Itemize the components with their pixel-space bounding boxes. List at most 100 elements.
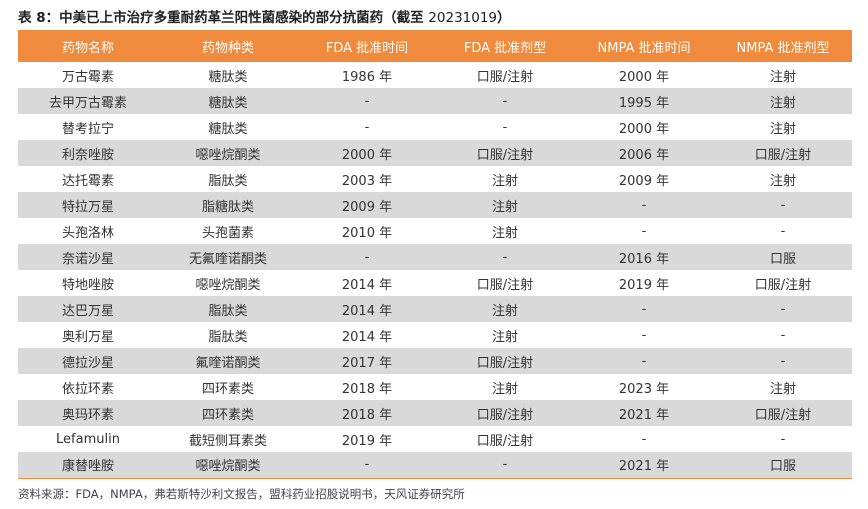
cell-fda-date: - [298,452,436,479]
cell-nmpa-form: - [714,218,852,244]
cell-drug-name: 达巴万星 [18,296,158,322]
cell-fda-form: 注射 [436,218,574,244]
header-drug-name: 药物名称 [18,30,158,62]
table-body: 万古霉素 糖肽类 1986 年口服/注射 2000 年注射 去甲万古霉素 糖肽类 - -199… [18,62,852,479]
cell-nmpa-date: 2000 年 [574,62,714,88]
cell-nmpa-date: 2006 年 [574,140,714,166]
cell-drug-class: 脂肽类 [158,166,298,192]
cell-nmpa-date: 2021 年 [574,400,714,426]
cell-drug-name: 万古霉素 [18,62,158,88]
cell-fda-date: 2018 年 [298,400,436,426]
cell-fda-form: - [436,88,574,114]
cell-nmpa-date: - [574,192,714,218]
cell-fda-date: 2014 年 [298,270,436,296]
cell-fda-date: 2009 年 [298,192,436,218]
table-row: 康替唑胺 噁唑烷酮类 - -2021 年口服 [18,452,852,479]
cell-fda-date: 2010 年 [298,218,436,244]
cell-nmpa-form: - [714,348,852,374]
cell-nmpa-date: 2021 年 [574,452,714,479]
cell-nmpa-date: - [574,426,714,452]
cell-fda-form: - [436,114,574,140]
table-row: 奈诺沙星 无氟喹诺酮类 - -2016 年口服 [18,244,852,270]
table-row: 奥玛环素 四环素类 2018 年口服/注射 2021 年口服/注射 [18,400,852,426]
table-row: 德拉沙星 氟喹诺酮类 2017 年口服/注射 - - [18,348,852,374]
caption-date: 20231019 [428,10,498,26]
cell-drug-name: 替考拉宁 [18,114,158,140]
cell-drug-name: 奥玛环素 [18,400,158,426]
cell-fda-form: 注射 [436,166,574,192]
cell-fda-form: 口服/注射 [436,348,574,374]
cell-fda-date: - [298,114,436,140]
cell-nmpa-form: 注射 [714,62,852,88]
cell-fda-form: 注射 [436,322,574,348]
cell-nmpa-form: 注射 [714,374,852,400]
cell-drug-class: 噁唑烷酮类 [158,140,298,166]
cell-fda-form: - [436,244,574,270]
cell-nmpa-date: 2023 年 [574,374,714,400]
cell-fda-date: 2003 年 [298,166,436,192]
antibiotics-table: 药物名称 药物种类 FDA 批准时间 FDA 批准剂型 NMPA 批准时间 NM… [18,30,852,479]
table-row: 头孢洛林 头孢菌素 2010 年注射 - - [18,218,852,244]
cell-nmpa-date: - [574,296,714,322]
cell-fda-date: 2000 年 [298,140,436,166]
cell-drug-class: 截短侧耳素类 [158,426,298,452]
cell-fda-form: 注射 [436,192,574,218]
cell-nmpa-date: - [574,322,714,348]
cell-nmpa-date: 2016 年 [574,244,714,270]
table-row: 特拉万星 脂糖肽类 2009 年注射 - - [18,192,852,218]
cell-nmpa-form: 口服/注射 [714,400,852,426]
cell-fda-date: - [298,244,436,270]
cell-fda-form: 口服/注射 [436,270,574,296]
table-row: 替考拉宁 糖肽类 - -2000 年注射 [18,114,852,140]
cell-nmpa-form: 口服 [714,244,852,270]
cell-drug-name: 利奈唑胺 [18,140,158,166]
table-row: 依拉环素 四环素类 2018 年注射 2023 年注射 [18,374,852,400]
cell-nmpa-date: - [574,218,714,244]
cell-nmpa-date: 2009 年 [574,166,714,192]
cell-drug-class: 噁唑烷酮类 [158,270,298,296]
table-row: Lefamulin 截短侧耳素类 2019 年口服/注射 - - [18,426,852,452]
header-fda-form: FDA 批准剂型 [436,30,574,62]
cell-nmpa-form: 口服/注射 [714,270,852,296]
cell-nmpa-date: 2019 年 [574,270,714,296]
table-header-row: 药物名称 药物种类 FDA 批准时间 FDA 批准剂型 NMPA 批准时间 NM… [18,30,852,62]
cell-drug-name: 奈诺沙星 [18,244,158,270]
cell-drug-class: 糖肽类 [158,114,298,140]
cell-fda-form: 注射 [436,296,574,322]
table-caption: 表 8：中美已上市治疗多重耐药革兰阳性菌感染的部分抗菌药（截至 20231019… [18,7,511,29]
caption-text: 中美已上市治疗多重耐药革兰阳性菌感染的部分抗菌药（截至 [59,10,429,26]
table-row: 去甲万古霉素 糖肽类 - -1995 年注射 [18,88,852,114]
cell-drug-name: 康替唑胺 [18,452,158,479]
caption-prefix: 表 8： [18,10,60,26]
cell-nmpa-form: - [714,296,852,322]
table-row: 达托霉素 脂肽类 2003 年注射 2009 年注射 [18,166,852,192]
header-fda-date: FDA 批准时间 [298,30,436,62]
header-nmpa-date: NMPA 批准时间 [574,30,714,62]
cell-drug-class: 脂肽类 [158,296,298,322]
cell-drug-class: 糖肽类 [158,88,298,114]
cell-fda-form: - [436,452,574,479]
cell-fda-form: 口服/注射 [436,62,574,88]
cell-fda-date: 2018 年 [298,374,436,400]
cell-fda-form: 注射 [436,374,574,400]
cell-drug-name: 奥利万星 [18,322,158,348]
cell-nmpa-form: - [714,192,852,218]
cell-drug-class: 四环素类 [158,400,298,426]
table-row: 利奈唑胺 噁唑烷酮类 2000 年口服/注射 2006 年口服/注射 [18,140,852,166]
cell-drug-name: 去甲万古霉素 [18,88,158,114]
cell-nmpa-form: 注射 [714,88,852,114]
cell-nmpa-form: 口服 [714,452,852,479]
source-note: 资料来源：FDA，NMPA，弗若斯特沙利文报告，盟科药业招股说明书，天风证券研究… [18,487,465,501]
table-row: 达巴万星 脂肽类 2014 年注射 - - [18,296,852,322]
cell-drug-class: 头孢菌素 [158,218,298,244]
cell-drug-name: 达托霉素 [18,166,158,192]
cell-drug-name: 依拉环素 [18,374,158,400]
cell-fda-date: 2014 年 [298,296,436,322]
cell-fda-date: 2014 年 [298,322,436,348]
cell-drug-class: 噁唑烷酮类 [158,452,298,479]
cell-drug-name: 头孢洛林 [18,218,158,244]
cell-fda-date: 2019 年 [298,426,436,452]
cell-fda-date: 1986 年 [298,62,436,88]
cell-nmpa-form: 口服/注射 [714,140,852,166]
cell-nmpa-date: 1995 年 [574,88,714,114]
